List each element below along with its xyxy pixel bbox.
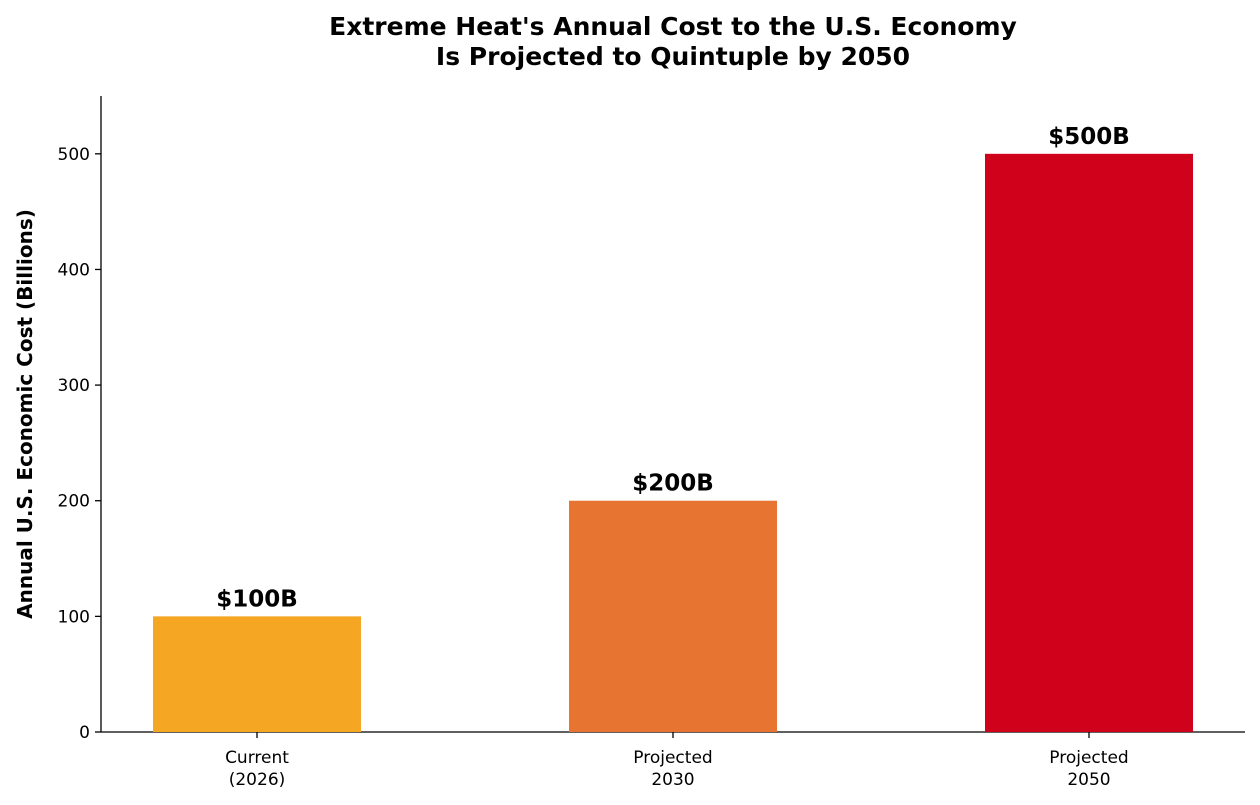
bar-value-label-2: $200B: [632, 471, 714, 497]
x-tick-label: (2026): [229, 770, 286, 790]
bar-value-label-3: $500B: [1048, 124, 1130, 150]
y-tick-label: 500: [58, 145, 90, 165]
y-axis: 0 100 200 300 400 500: [58, 96, 102, 743]
x-tick-label: Current: [225, 748, 289, 768]
bar-value-label-1: $100B: [216, 586, 298, 612]
y-tick-label: 200: [58, 492, 90, 512]
x-tick-label: 2050: [1067, 770, 1110, 790]
chart-title-line-2: Is Projected to Quintuple by 2050: [436, 42, 910, 71]
chart-title: Extreme Heat's Annual Cost to the U.S. E…: [329, 12, 1017, 71]
y-axis-title: Annual U.S. Economic Cost (Billions): [13, 209, 37, 619]
x-tick-label: Projected: [1049, 748, 1128, 768]
y-tick-label: 0: [79, 723, 90, 743]
data-labels: $100B $200B $500B: [216, 124, 1130, 613]
y-axis-label: Annual U.S. Economic Cost (Billions): [13, 209, 37, 619]
chart-title-line-1: Extreme Heat's Annual Cost to the U.S. E…: [329, 12, 1017, 41]
bar-3: [985, 153, 1193, 732]
x-tick-label: Projected: [633, 748, 712, 768]
y-tick-label: 300: [58, 376, 90, 396]
bar-1: [153, 616, 361, 732]
x-tick-label: 2030: [651, 770, 694, 790]
y-tick-label: 400: [58, 260, 90, 280]
y-tick-label: 100: [58, 607, 90, 627]
bar-2: [569, 500, 777, 732]
bars: [153, 153, 1193, 732]
